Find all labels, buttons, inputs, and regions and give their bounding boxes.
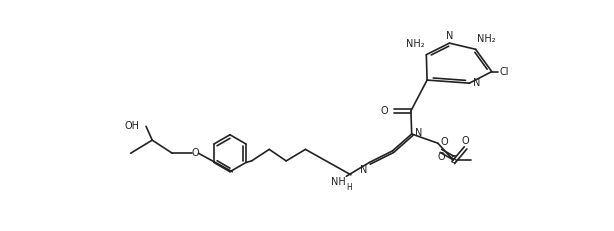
Text: NH₂: NH₂ xyxy=(406,39,425,49)
Text: O: O xyxy=(462,136,470,146)
Text: NH: NH xyxy=(331,177,346,187)
Text: H: H xyxy=(346,183,352,192)
Text: Cl: Cl xyxy=(499,67,509,77)
Text: O: O xyxy=(437,152,445,162)
Text: O: O xyxy=(441,137,449,147)
Text: OH: OH xyxy=(125,121,140,131)
Text: N: N xyxy=(360,165,368,175)
Text: O: O xyxy=(192,148,199,158)
Text: N: N xyxy=(446,31,453,41)
Text: O: O xyxy=(381,106,389,116)
Text: N: N xyxy=(473,78,480,88)
Text: S: S xyxy=(450,155,456,165)
Text: NH₂: NH₂ xyxy=(477,34,495,44)
Text: N: N xyxy=(415,128,422,138)
